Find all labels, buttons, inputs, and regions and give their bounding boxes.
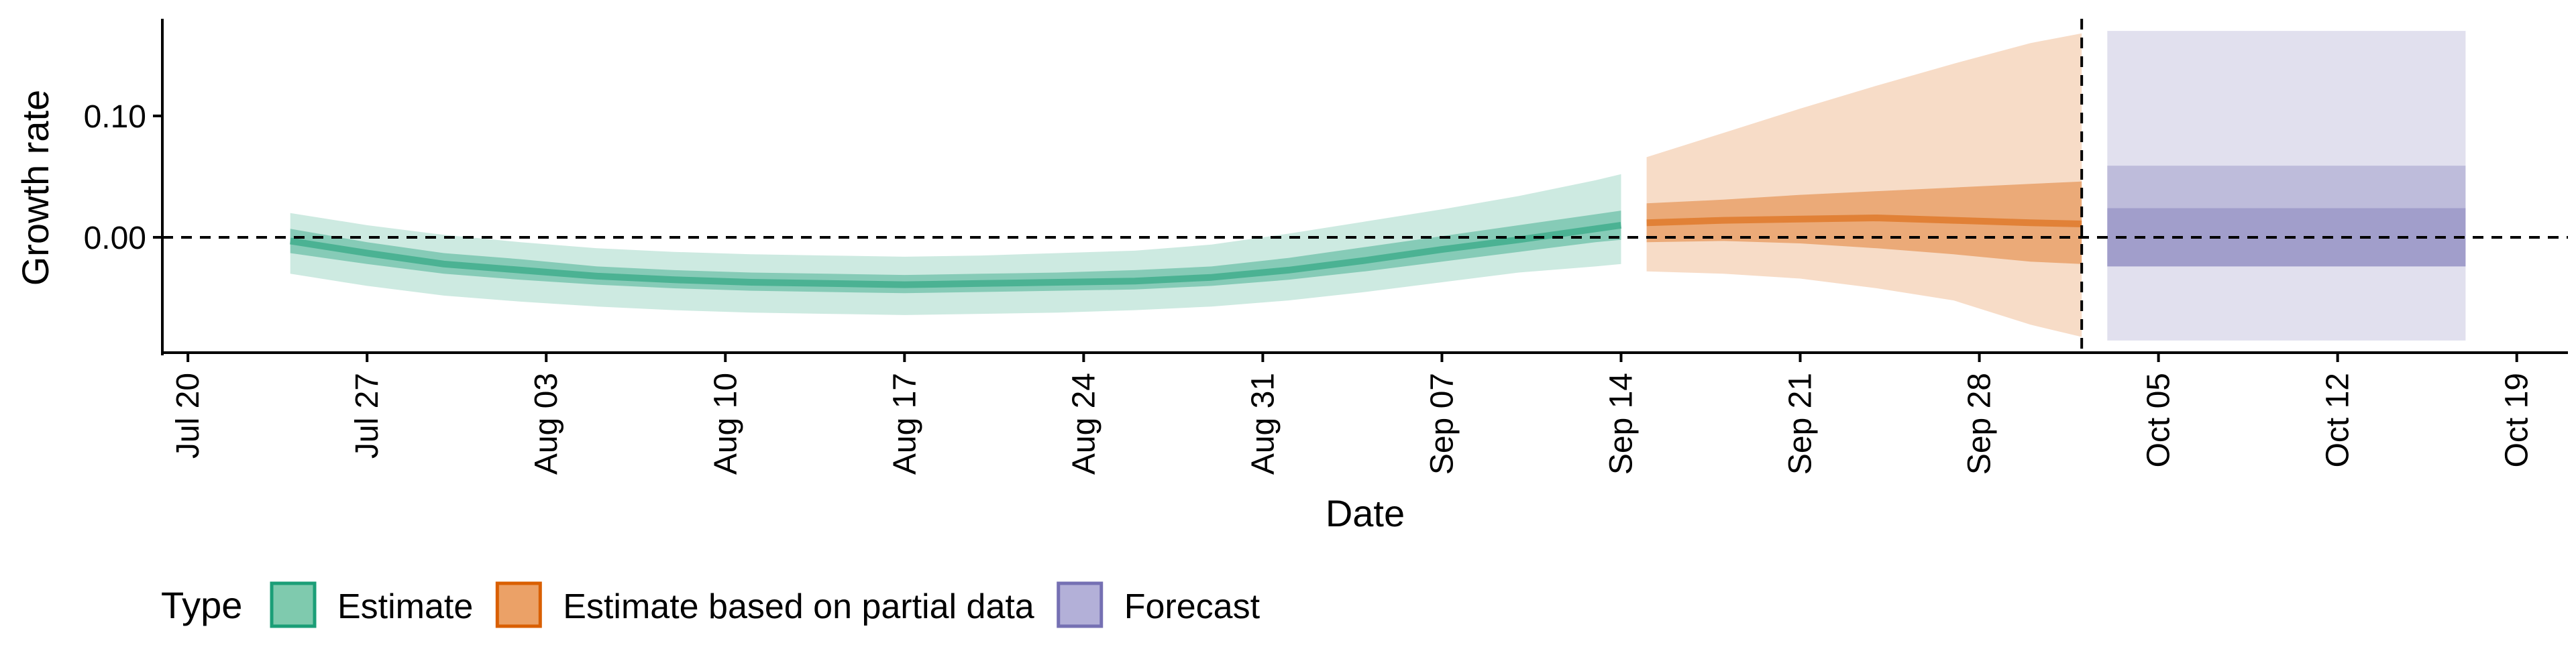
x-tick-label-1: Jul 27 <box>350 373 385 459</box>
x-tick-label-4: Aug 17 <box>887 373 922 475</box>
bands-layer <box>289 31 2466 341</box>
series-1 <box>1646 33 2082 337</box>
mid-band-2 <box>2107 166 2466 267</box>
legend-key-1 <box>495 581 542 628</box>
outer-band-2 <box>2107 31 2466 341</box>
legend-label-2: Forecast <box>1124 587 1260 626</box>
x-tick-label-5: Aug 24 <box>1066 373 1102 475</box>
x-axis-label: Date <box>1326 492 1405 534</box>
series-2 <box>2107 31 2466 341</box>
x-tick-label-2: Aug 03 <box>529 373 564 475</box>
reference-lines <box>162 19 2568 353</box>
median-line-1 <box>1646 215 2082 227</box>
legend-title: Type <box>161 584 242 626</box>
x-tick-label-3: Aug 10 <box>708 373 743 475</box>
x-tick-label-6: Aug 31 <box>1245 373 1281 475</box>
outer-band-1 <box>1646 33 2082 337</box>
x-tick-label-0: Jul 20 <box>170 373 206 459</box>
y-tick-label-1: 0.10 <box>84 99 146 135</box>
series-0 <box>289 174 1622 315</box>
x-tick-label-10: Sep 28 <box>1962 373 1998 475</box>
inner-band-1 <box>1646 181 2082 264</box>
x-tick-label-9: Sep 21 <box>1783 373 1819 475</box>
x-tick-label-8: Sep 14 <box>1603 373 1639 475</box>
y-axis-label: Growth rate <box>14 90 56 286</box>
y-tick-label-0: 0.00 <box>84 221 146 256</box>
legend-label-0: Estimate <box>337 587 473 626</box>
legend-key-2 <box>1057 581 1104 628</box>
x-tick-label-11: Oct 05 <box>2141 373 2177 467</box>
legend: Type Estimate Estimate based on partial d… <box>161 581 1260 628</box>
x-tick-label-12: Oct 12 <box>2320 373 2356 467</box>
median-line-0 <box>289 221 1622 288</box>
legend-label-1: Estimate based on partial data <box>563 587 1034 626</box>
legend-key-0 <box>270 581 317 628</box>
x-tick-label-7: Sep 07 <box>1424 373 1460 475</box>
x-tick-label-13: Oct 19 <box>2500 373 2535 467</box>
axes-layer: 0.00 0.10 Jul 20 Jul 27 Aug 03 Aug 10 Aug 17 Au… <box>84 19 2568 475</box>
